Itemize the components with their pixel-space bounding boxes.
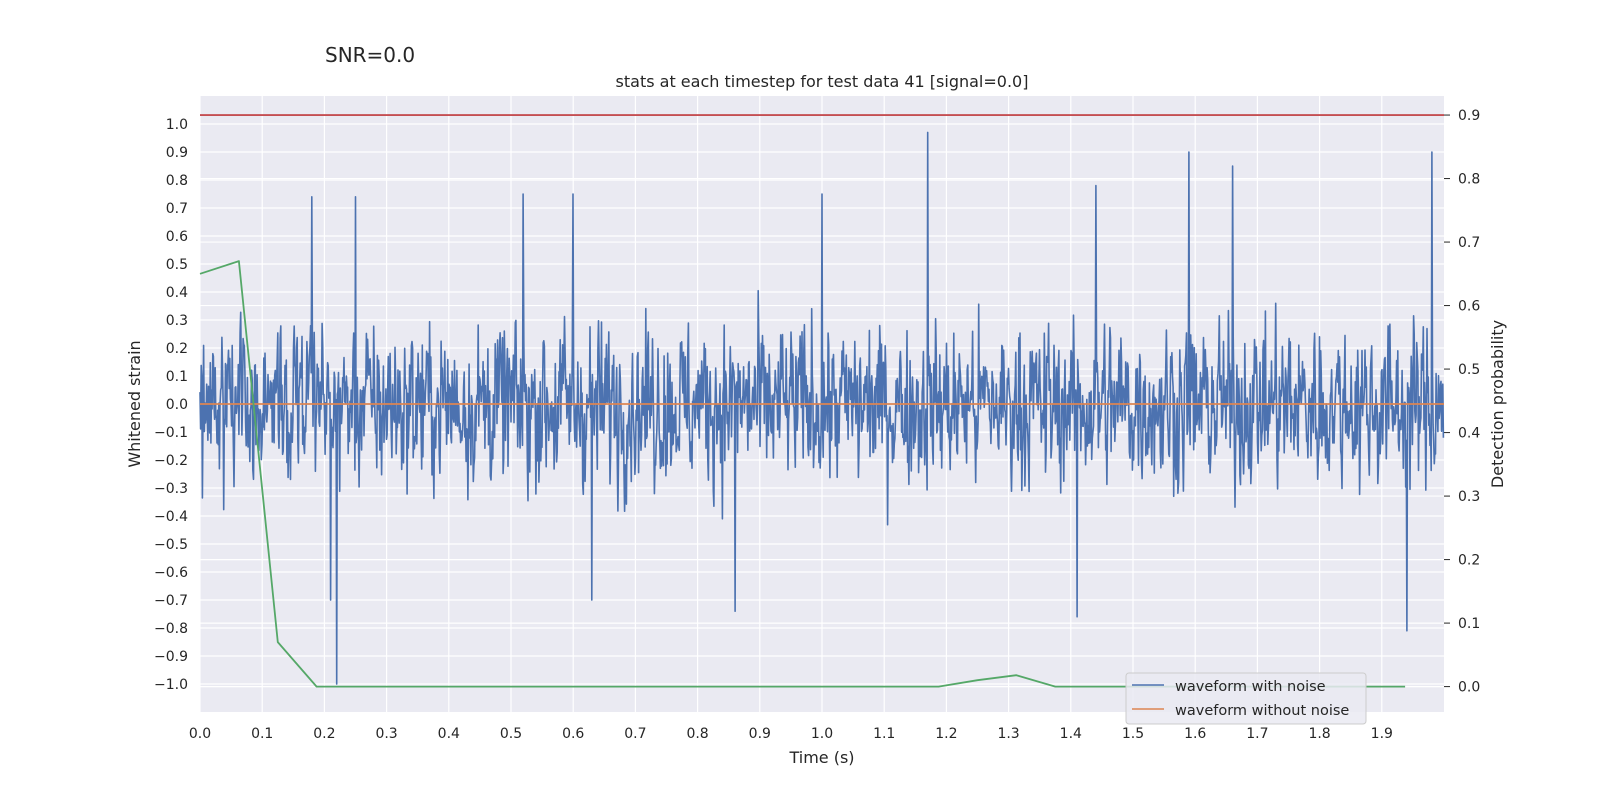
y2-tick-label: 0.2	[1458, 553, 1480, 569]
y-tick-label: 0.4	[166, 285, 188, 301]
x-tick-label: 1.2	[935, 726, 957, 742]
x-tick-label: 1.5	[1122, 726, 1144, 742]
y-tick-label: 0.1	[166, 369, 188, 385]
y-axis-label: Whitened strain	[125, 340, 144, 467]
y-tick-label: −1.0	[154, 677, 188, 693]
x-tick-label: 0.6	[562, 726, 584, 742]
x-tick-label: 0.8	[686, 726, 708, 742]
y-tick-label: −0.8	[154, 621, 188, 637]
y2-tick-label: 0.5	[1458, 362, 1480, 378]
y-tick-label: 0.2	[166, 341, 188, 357]
y-tick-label: 1.0	[166, 117, 188, 133]
y-tick-label: −0.5	[154, 537, 188, 553]
y2-tick-label: 0.8	[1458, 172, 1480, 188]
x-tick-label: 1.9	[1371, 726, 1393, 742]
legend-frame	[1125, 672, 1367, 725]
y2-tick-label: 0.1	[1458, 616, 1480, 632]
x-tick-label: 1.0	[811, 726, 833, 742]
x-axis-ticks: 0.0 0.1 0.2 0.3 0.4 0.5 0.6 0.7 0.8 0.9 1.0 1.1 1.2 1…	[189, 726, 1393, 742]
y-tick-label: −0.4	[154, 509, 188, 525]
x-tick-label: 0.4	[438, 726, 460, 742]
x-tick-label: 0.0	[189, 726, 211, 742]
y2-axis-ticks: 0.9 0.8 0.7 0.6 0.5 0.4 0.3 0.2 0.1 0.0	[1444, 108, 1480, 696]
x-tick-label: 0.1	[251, 726, 273, 742]
y2-tick-label: 0.9	[1458, 108, 1480, 124]
y-tick-label: −0.6	[154, 565, 188, 581]
x-tick-label: 1.8	[1308, 726, 1330, 742]
x-tick-label: 1.3	[997, 726, 1019, 742]
y-tick-label: −0.7	[154, 593, 188, 609]
y-tick-label: 0.9	[166, 145, 188, 161]
x-tick-label: 1.1	[873, 726, 895, 742]
x-tick-label: 0.7	[624, 726, 646, 742]
series-detection-probability	[199, 260, 1406, 688]
y-tick-label: −0.3	[154, 481, 188, 497]
x-tick-label: 0.3	[375, 726, 397, 742]
legend-label-clean: waveform without noise	[1175, 703, 1349, 719]
line-waveform-with-noise	[199, 131, 1445, 685]
y-tick-label: 0.6	[166, 229, 188, 245]
y-tick-label: −0.9	[154, 649, 188, 665]
y-tick-label: 0.7	[166, 201, 188, 217]
legend-label-noisy: waveform with noise	[1175, 679, 1326, 695]
x-tick-label: 0.5	[500, 726, 522, 742]
y-tick-label: −0.1	[154, 425, 188, 441]
x-tick-label: 0.2	[313, 726, 335, 742]
y-tick-label: 0.0	[166, 397, 188, 413]
x-tick-label: 1.7	[1246, 726, 1268, 742]
y2-axis-label: Detection probability	[1488, 320, 1507, 488]
x-tick-label: 0.9	[749, 726, 771, 742]
line-detection-probability	[199, 260, 1406, 688]
y2-tick-label: 0.4	[1458, 426, 1480, 442]
y-tick-label: 0.5	[166, 257, 188, 273]
y-tick-label: 0.3	[166, 313, 188, 329]
legend: waveform with noise waveform without noi…	[1125, 672, 1367, 725]
y2-tick-label: 0.7	[1458, 235, 1480, 251]
y2-tick-label: 0.6	[1458, 299, 1480, 315]
series-waveform-with-noise	[199, 131, 1445, 685]
y2-tick-label: 0.0	[1458, 680, 1480, 696]
x-tick-label: 1.6	[1184, 726, 1206, 742]
y-axis-ticks: 1.0 0.9 0.8 0.7 0.6 0.5 0.4 0.3 0.2 0.1 0.0 −0.1 −0.…	[154, 117, 188, 693]
x-axis-label: Time (s)	[788, 748, 854, 767]
y-tick-label: −0.2	[154, 453, 188, 469]
x-tick-label: 1.4	[1060, 726, 1082, 742]
chart-title: stats at each timestep for test data 41 …	[616, 72, 1029, 91]
y-tick-label: 0.8	[166, 173, 188, 189]
y2-tick-label: 0.3	[1458, 489, 1480, 505]
figure-suptitle: SNR=0.0	[325, 43, 415, 67]
